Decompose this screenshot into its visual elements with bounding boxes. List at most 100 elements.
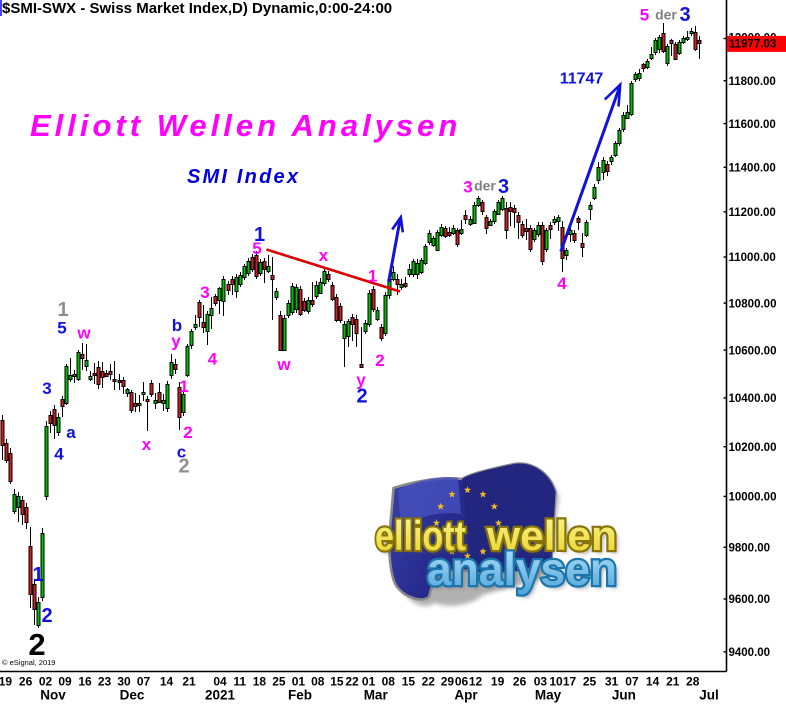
svg-text:11: 11 [233, 675, 246, 689]
svg-text:1: 1 [368, 267, 377, 286]
svg-text:w: w [276, 355, 291, 374]
svg-text:08: 08 [382, 675, 396, 689]
svg-text:x: x [142, 435, 152, 454]
svg-text:2: 2 [183, 423, 192, 442]
svg-text:Dec: Dec [120, 688, 145, 703]
svg-text:analysen: analysen [427, 543, 617, 595]
svg-text:3: 3 [200, 283, 209, 302]
svg-text:12: 12 [469, 675, 483, 689]
svg-text:SMI Index: SMI Index [187, 166, 300, 188]
svg-text:07: 07 [137, 675, 151, 689]
svg-text:04: 04 [213, 675, 227, 689]
svg-text:Jul: Jul [699, 688, 719, 703]
svg-text:03: 03 [534, 675, 548, 689]
svg-text:1: 1 [32, 564, 43, 586]
svg-text:4: 4 [54, 445, 64, 464]
svg-text:Mar: Mar [364, 688, 389, 703]
svg-text:25: 25 [272, 675, 286, 689]
svg-text:c: c [177, 443, 186, 462]
svg-text:10400.00: 10400.00 [729, 393, 777, 405]
svg-text:30: 30 [117, 675, 131, 689]
svg-text:Feb: Feb [288, 688, 312, 703]
svg-text:Nov: Nov [40, 688, 66, 703]
svg-text:10: 10 [549, 675, 563, 689]
svg-text:15: 15 [402, 675, 416, 689]
svg-text:x: x [319, 246, 329, 265]
svg-text:elliott: elliott [375, 512, 466, 559]
svg-text:09: 09 [58, 675, 72, 689]
svg-text:elliott: elliott [378, 515, 469, 562]
svg-text:der: der [474, 178, 496, 194]
svg-text:06: 06 [455, 675, 469, 689]
svg-text:3: 3 [42, 379, 51, 398]
svg-text:4: 4 [557, 274, 567, 293]
svg-text:25: 25 [583, 675, 597, 689]
svg-text:10800.00: 10800.00 [729, 298, 777, 310]
svg-text:10000.00: 10000.00 [729, 492, 777, 504]
svg-text:26: 26 [19, 675, 33, 689]
svg-text:10200.00: 10200.00 [729, 442, 777, 454]
svg-text:01: 01 [362, 675, 376, 689]
svg-text:a: a [66, 423, 76, 442]
svg-text:2: 2 [178, 456, 189, 478]
svg-text:wellen: wellen [486, 512, 617, 559]
svg-text:14: 14 [646, 675, 660, 689]
svg-text:16: 16 [78, 675, 92, 689]
svg-text:2: 2 [28, 627, 45, 662]
svg-text:23: 23 [98, 675, 112, 689]
svg-text:11400.00: 11400.00 [729, 163, 776, 175]
svg-text:analysen: analysen [430, 546, 620, 598]
svg-text:wellen: wellen [489, 515, 620, 562]
svg-text:5: 5 [57, 319, 66, 338]
svg-text:22: 22 [422, 675, 436, 689]
svg-text:28: 28 [686, 675, 700, 689]
svg-text:y: y [356, 371, 366, 390]
svg-text:3: 3 [498, 176, 509, 198]
svg-text:22: 22 [345, 675, 359, 689]
svg-text:5: 5 [640, 6, 649, 25]
svg-text:3: 3 [463, 178, 472, 197]
svg-text:07: 07 [625, 675, 639, 689]
svg-text:19: 19 [0, 675, 12, 689]
svg-text:May: May [535, 688, 562, 703]
svg-text:9400.00: 9400.00 [729, 647, 771, 659]
svg-text:11200.00: 11200.00 [729, 207, 776, 219]
svg-text:01: 01 [292, 675, 306, 689]
svg-text:17: 17 [563, 675, 577, 689]
svg-text:3: 3 [679, 4, 690, 26]
svg-text:15: 15 [330, 675, 344, 689]
svg-text:Elliott Wellen Analysen: Elliott Wellen Analysen [30, 108, 461, 143]
svg-text:Apr: Apr [454, 688, 478, 703]
svg-text:der: der [655, 7, 677, 23]
svg-text:© eSignal, 2019: © eSignal, 2019 [2, 658, 55, 667]
svg-text:18: 18 [253, 675, 267, 689]
svg-text:9600.00: 9600.00 [729, 594, 771, 606]
svg-text:w: w [76, 324, 91, 343]
svg-text:1: 1 [57, 299, 68, 321]
svg-text:5: 5 [252, 239, 261, 258]
svg-text:21: 21 [182, 675, 196, 689]
svg-text:11000.00: 11000.00 [729, 252, 776, 264]
svg-text:2: 2 [375, 351, 384, 370]
svg-text:1: 1 [179, 377, 188, 396]
svg-text:14: 14 [160, 675, 174, 689]
svg-text:$SMI-SWX - Swiss Market Index,: $SMI-SWX - Swiss Market Index,D) Dynamic… [2, 0, 392, 17]
svg-text:2021: 2021 [205, 688, 236, 703]
svg-text:y: y [171, 332, 181, 351]
svg-text:19: 19 [491, 675, 505, 689]
svg-text:02: 02 [39, 675, 53, 689]
svg-text:08: 08 [311, 675, 325, 689]
svg-text:Jun: Jun [612, 688, 636, 703]
svg-text:11800.00: 11800.00 [729, 76, 776, 88]
svg-text:1: 1 [254, 224, 265, 246]
svg-text:11600.00: 11600.00 [729, 119, 776, 131]
svg-text:4: 4 [208, 350, 218, 369]
svg-text:21: 21 [666, 675, 680, 689]
svg-text:b: b [172, 316, 182, 335]
svg-text:2: 2 [356, 386, 367, 408]
svg-text:2: 2 [41, 605, 52, 627]
svg-text:9800.00: 9800.00 [729, 542, 771, 554]
svg-text:10600.00: 10600.00 [729, 345, 777, 357]
svg-text:11747: 11747 [560, 71, 604, 88]
svg-text:29: 29 [441, 675, 455, 689]
